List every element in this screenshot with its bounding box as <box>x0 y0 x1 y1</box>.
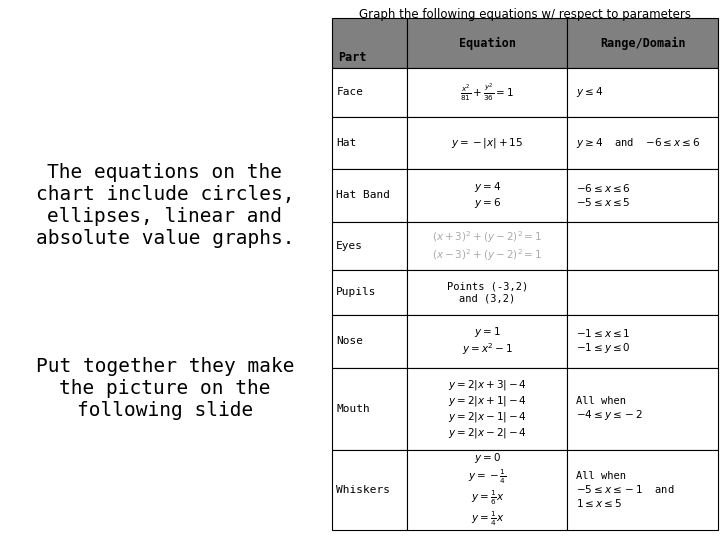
Bar <box>567 18 718 68</box>
Text: $y = 2|x+3| - 4$
$y = 2|x+1| - 4$
$y = 2|x-1| - 4$
$y = 2|x-2| - 4$: $y = 2|x+3| - 4$ $y = 2|x+1| - 4$ $y = 2… <box>448 378 527 440</box>
Text: Range/Domain: Range/Domain <box>600 37 685 50</box>
Bar <box>332 269 407 315</box>
Bar <box>407 68 567 117</box>
Text: Eyes: Eyes <box>336 241 364 251</box>
Bar <box>332 68 407 117</box>
Bar <box>407 117 567 168</box>
Bar <box>407 269 567 315</box>
Text: $(x+3)^2+(y-2)^2=1$
$(x-3)^2+(y-2)^2=1$: $(x+3)^2+(y-2)^2=1$ $(x-3)^2+(y-2)^2=1$ <box>432 229 542 263</box>
Text: Face: Face <box>336 87 364 97</box>
Text: Graph the following equations w/ respect to parameters: Graph the following equations w/ respect… <box>359 8 691 21</box>
Text: $y = -|x| + 15$: $y = -|x| + 15$ <box>451 136 523 150</box>
Text: $y = 1$
$y = x^2-1$: $y = 1$ $y = x^2-1$ <box>462 325 513 357</box>
Text: $-1 \leq x \leq 1$
$-1 \leq y \leq 0$: $-1 \leq x \leq 1$ $-1 \leq y \leq 0$ <box>577 327 631 355</box>
Bar <box>567 68 718 117</box>
Bar <box>407 18 567 68</box>
Bar <box>407 368 567 450</box>
Text: Whiskers: Whiskers <box>336 485 390 495</box>
Bar <box>407 450 567 530</box>
Text: The equations on the
chart include circles,
ellipses, linear and
absolute value : The equations on the chart include circl… <box>35 163 294 248</box>
Bar <box>567 269 718 315</box>
Bar <box>567 117 718 168</box>
Bar <box>567 315 718 368</box>
Text: Hat: Hat <box>336 138 356 148</box>
Text: Part: Part <box>338 51 366 64</box>
Bar <box>567 450 718 530</box>
Text: $y \geq 4$  and  $-6 \leq x \leq 6$: $y \geq 4$ and $-6 \leq x \leq 6$ <box>577 136 701 150</box>
Bar <box>332 168 407 222</box>
Text: $y \leq 4$: $y \leq 4$ <box>577 85 603 99</box>
Bar <box>332 222 407 269</box>
Bar <box>407 168 567 222</box>
Text: Hat Band: Hat Band <box>336 190 390 200</box>
Bar <box>567 168 718 222</box>
Text: Pupils: Pupils <box>336 287 377 297</box>
Text: $-6 \leq x \leq 6$
$-5 \leq x \leq 5$: $-6 \leq x \leq 6$ $-5 \leq x \leq 5$ <box>577 182 631 208</box>
Bar <box>332 315 407 368</box>
Bar <box>332 450 407 530</box>
Text: $y = 0$
$y = -\frac{1}{4}$
$y = \frac{1}{6}x$
$y = \frac{1}{4}x$: $y = 0$ $y = -\frac{1}{4}$ $y = \frac{1}… <box>468 451 506 528</box>
Bar <box>332 18 407 68</box>
Text: Put together they make
the picture on the
following slide: Put together they make the picture on th… <box>35 357 294 420</box>
Text: All when
$-5 \leq x \leq -1$  and
$1 \leq x \leq 5$: All when $-5 \leq x \leq -1$ and $1 \leq… <box>577 471 675 509</box>
Bar <box>332 117 407 168</box>
Text: Nose: Nose <box>336 336 364 346</box>
Bar <box>407 315 567 368</box>
Bar <box>407 222 567 269</box>
Text: $y = 4$
$y = 6$: $y = 4$ $y = 6$ <box>474 180 501 210</box>
Text: Equation: Equation <box>459 37 516 50</box>
Bar <box>567 222 718 269</box>
Text: Points (-3,2)
and (3,2): Points (-3,2) and (3,2) <box>446 281 528 303</box>
Text: Mouth: Mouth <box>336 404 370 414</box>
Text: All when
$-4 \leq y \leq -2$: All when $-4 \leq y \leq -2$ <box>577 396 644 422</box>
Bar <box>332 368 407 450</box>
Bar <box>567 368 718 450</box>
Text: $\frac{x^2}{81} + \frac{y^2}{36} = 1$: $\frac{x^2}{81} + \frac{y^2}{36} = 1$ <box>460 82 514 103</box>
